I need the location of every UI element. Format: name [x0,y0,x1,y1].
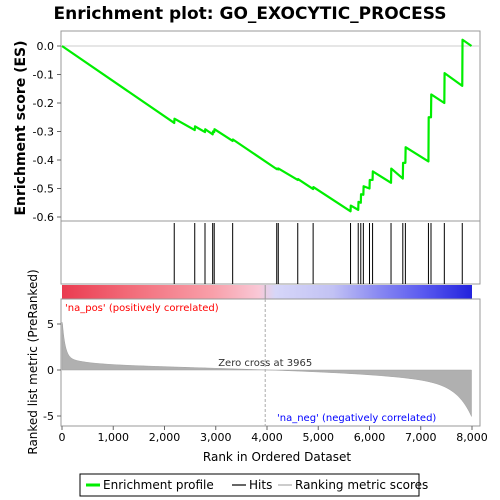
es-y-tick-label: -0.2 [33,97,54,110]
x-tick-label: 1,000 [98,431,130,444]
pos-annotation: 'na_pos' (positively correlated) [65,303,219,314]
metric-panel-frame [60,298,481,427]
es-y-tick-label: -0.6 [33,211,54,224]
legend-frame [79,473,420,497]
x-tick-label: 3,000 [200,431,232,444]
legend-ranking-metric-label: Ranking metric scores [295,478,428,492]
x-axis-title: Rank in Ordered Dataset [203,450,351,464]
es-panel: 0.0 -0.1 -0.2 -0.3 -0.4 -0.5 -0.6 [33,30,481,224]
metric-panel: 5 0 -5 'na_pos' (positively correlated) Ze… [43,298,481,427]
es-panel-frame [60,30,481,222]
ranking-metric-area [61,322,472,417]
metric-y-axis-title: Ranked list metric (PreRanked) [26,269,40,454]
es-y-axis-ticks: 0.0 -0.1 -0.2 -0.3 -0.4 -0.5 -0.6 [33,40,61,224]
metric-y-tick-label: 0 [47,364,54,377]
chart-title: Enrichment plot: GO_EXOCYTIC_PROCESS [54,4,447,24]
x-tick-label: 5,000 [303,431,335,444]
x-tick-label: 8,000 [456,431,488,444]
x-tick-label: 0 [59,431,66,444]
es-y-tick-label: -0.4 [33,154,54,167]
enrichment-profile-line [61,38,473,213]
hits-panel [60,220,481,285]
hits-panel-frame [60,220,481,285]
legend: Enrichment profile Hits Ranking metric s… [79,473,428,497]
es-y-tick-label: -0.1 [33,69,54,82]
x-tick-label: 2,000 [149,431,181,444]
rank-color-bar [62,285,472,299]
es-y-tick-label: -0.3 [33,126,54,139]
legend-hits-label: Hits [249,478,272,492]
x-tick-label: 4,000 [251,431,283,444]
metric-y-tick-label: -5 [43,410,54,423]
legend-enrichment-profile-label: Enrichment profile [103,478,214,492]
es-y-tick-label: 0.0 [37,40,55,53]
es-y-axis-title: Enrichment score (ES) [13,40,29,215]
neg-annotation: 'na_neg' (negatively correlated) [277,413,436,424]
hit-lines [173,223,463,284]
x-axis-ticks: 0 1,000 2,000 3,000 4,000 5,000 6,000 7,000 8,00… [59,426,488,444]
metric-y-tick-label: 5 [47,318,54,331]
es-y-tick-label: -0.5 [33,183,54,196]
x-tick-label: 7,000 [405,431,437,444]
metric-y-axis-ticks: 5 0 -5 [43,318,61,423]
zero-cross-annotation: Zero cross at 3965 [218,358,312,369]
x-tick-label: 6,000 [354,431,386,444]
